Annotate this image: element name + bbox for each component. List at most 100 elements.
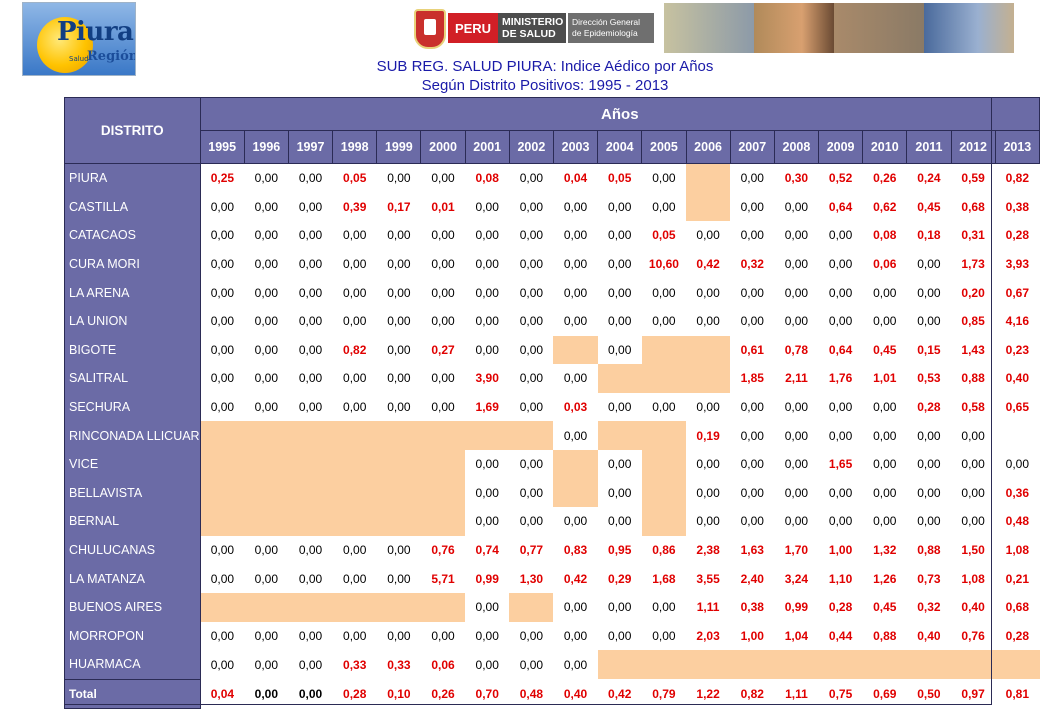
value-cell: 1,08 [995,535,1040,565]
value-cell: 0,00 [465,306,510,336]
value-cell: 0,58 [951,392,996,422]
value-cell: 0,00 [288,306,333,336]
value-cell: 0,00 [332,278,377,307]
value-cell: 0,00 [862,478,907,508]
value-cell: 0,00 [818,507,863,536]
value-cell [332,478,377,508]
value-cell: 0,00 [200,335,245,365]
value-cell: 1,68 [641,564,686,593]
value-cell: 2,03 [686,621,731,651]
value-cell: 0,00 [730,449,775,479]
value-cell: 0,82 [995,163,1040,193]
year-header-2000: 2000 [420,130,466,164]
value-cell: 0,00 [641,592,686,622]
value-cell: 0,00 [818,478,863,508]
value-cell [288,507,333,536]
page-title: SUB REG. SALUD PIURA: Indice Aédico por … [376,58,714,75]
value-cell: 0,00 [951,507,996,536]
table-row: PIURA 0,25 0,00 0,00 0,05 0,00 0,00 0,08 0,00 0,0… [64,163,1040,193]
value-cell [332,449,377,479]
value-cell: 0,00 [597,592,642,622]
value-cell: 0,00 [465,621,510,651]
value-cell: 0,00 [641,392,686,422]
year-header-1999: 1999 [376,130,422,164]
banner-photo-2 [754,3,834,53]
value-cell: 0,06 [862,249,907,279]
value-cell [332,592,377,622]
value-cell: 0,00 [818,306,863,336]
value-cell [288,449,333,479]
total-cell: 0,00 [288,679,333,709]
value-cell: 0,00 [730,507,775,536]
value-cell: 0,00 [376,392,421,422]
value-cell: 0,00 [509,449,554,479]
value-cell [244,507,289,536]
total-cell: 0,70 [465,679,510,709]
year-header-2003: 2003 [552,130,599,164]
total-cell: 0,81 [995,679,1040,709]
table-row: BELLAVISTA 0,00 0,00 0,00 0,00 0,00 0,00 0,00 0,… [64,478,1040,508]
value-cell: 0,00 [288,335,333,365]
value-cell: 0,00 [730,306,775,336]
value-cell: 5,71 [420,564,466,593]
value-cell: 0,31 [951,221,996,250]
value-cell: 0,28 [995,621,1040,651]
value-cell: 1,85 [730,364,775,393]
value-cell: 0,00 [730,163,775,193]
year-header-2011: 2011 [906,130,952,164]
total-cell: 0,26 [420,679,466,709]
value-cell [200,421,245,450]
value-cell: 0,00 [376,364,421,393]
value-cell [376,507,421,536]
value-cell: 0,00 [376,335,421,365]
value-cell [818,650,863,680]
table-body: PIURA 0,25 0,00 0,00 0,05 0,00 0,00 0,08 0,00 0,0… [64,163,1040,709]
value-cell [465,421,510,450]
value-cell: 0,00 [686,392,731,422]
table-row: RINCONADA LLICUAR 0,00 0,19 0,00 0,00 0,00 0,0… [64,421,1040,450]
value-cell [995,650,1040,680]
value-cell: 0,88 [951,364,996,393]
value-cell: 0,00 [686,478,731,508]
value-cell: 0,00 [553,621,598,651]
value-cell: 0,00 [288,621,333,651]
value-cell: 1,04 [774,621,819,651]
value-cell [376,449,421,479]
value-cell: 0,00 [641,621,686,651]
value-cell: 0,95 [597,535,642,565]
value-cell [200,507,245,536]
district-name: SECHURA [64,392,201,422]
value-cell: 0,00 [420,249,466,279]
value-cell: 0,00 [332,221,377,250]
value-cell: 0,00 [200,650,245,680]
value-cell: 0,00 [288,163,333,193]
value-cell: 0,00 [906,507,952,536]
table-row: CHULUCANAS 0,00 0,00 0,00 0,00 0,00 0,76 0,74 0,… [64,535,1040,565]
district-name: LA MATANZA [64,564,201,593]
value-cell: 0,00 [597,221,642,250]
value-cell: 0,25 [200,163,245,193]
district-name: CURA MORI [64,249,201,279]
page-subtitle: Según Distrito Positivos: 1995 - 2013 [421,77,669,94]
value-cell [553,335,598,365]
value-cell: 0,00 [288,192,333,222]
value-cell: 0,00 [465,221,510,250]
value-cell: 0,00 [641,163,686,193]
value-cell: 0,00 [553,192,598,222]
value-cell: 0,00 [244,306,289,336]
value-cell: 0,00 [553,507,598,536]
value-cell: 0,00 [376,621,421,651]
value-cell: 0,00 [553,364,598,393]
value-cell: 0,05 [332,163,377,193]
value-cell: 0,00 [774,221,819,250]
value-cell: 0,00 [244,163,289,193]
value-cell: 0,00 [465,478,510,508]
value-cell: 0,00 [420,621,466,651]
value-cell: 0,39 [332,192,377,222]
total-cell: 0,10 [376,679,421,709]
value-cell: 0,48 [995,507,1040,536]
value-cell: 0,00 [376,278,421,307]
value-cell: 0,00 [641,278,686,307]
logo-word: Piura [57,17,134,47]
value-cell: 1,00 [730,621,775,651]
